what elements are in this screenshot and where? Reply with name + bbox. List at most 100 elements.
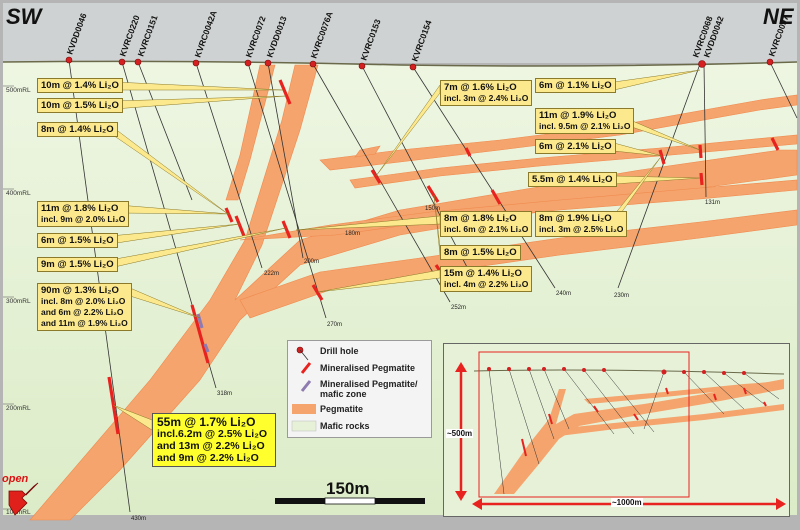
legend-drill-hole-symbol [296,346,309,361]
intercept-box-9: 6m @ 1.1% Li₂O [535,78,616,93]
depth-222: 222m [264,271,279,277]
inset-overview: ~500m ~1000m [443,343,790,517]
drill-trace-h7 [312,63,451,303]
drill-trace-h5 [247,62,327,319]
drill-trace-h4 [195,62,263,269]
intercept-box-4-line2: incl. 9m @ 2.0% Li₂O [41,214,126,224]
depth-240: 240m [556,291,571,297]
intercept-box-5-line1: 6m @ 1.5% Li₂O [41,235,114,246]
inset-surface [473,369,785,375]
inset-section-frame [478,351,690,498]
legend-mafic-zone-label: Mineralised Pegmatite/ mafic zone [320,379,418,399]
drill-collars [65,56,774,71]
sky [3,3,797,63]
intercept-box-15-line1: 15m @ 1.4% Li₂O [444,268,522,279]
intercept-box-13-line1: 8m @ 1.8% Li₂O [444,213,517,224]
pegmatite-upper-branch [319,94,798,171]
open-arrow [8,482,39,516]
depth-131: 131m [705,200,720,206]
direction-sw: SW [6,4,42,29]
highlight-line2: incl.6.2m @ 2.5% Li₂O [157,428,268,440]
inset-height-label: ~500m [446,429,474,438]
intercept-box-3: 8m @ 1.4% Li₂O [37,122,118,137]
intercept-box-16-line1: 8m @ 1.9% Li₂O [539,213,612,224]
intercept-box-7-line4: and 11m @ 1.9% Li₂O [41,318,128,328]
depth-150: 150m [425,206,440,212]
intercept-box-8-line1: 7m @ 1.6% Li₂O [444,82,517,93]
intercept-box-2: 10m @ 1.5% Li₂O [37,98,123,113]
intercept-box-10-line1: 11m @ 1.9% Li₂O [539,110,617,121]
legend-drill-hole-label: Drill hole [320,346,359,356]
intercept-box-14: 8m @ 1.5% Li₂O [440,245,521,260]
inset-drill-traces [488,368,780,495]
intercept-box-5: 6m @ 1.5% Li₂O [37,233,118,248]
intercept-box-1: 10m @ 1.4% Li₂O [37,78,123,93]
intercept-box-6-line1: 9m @ 1.5% Li₂O [41,259,114,270]
intercept-box-12-line1: 5.5m @ 1.4% Li₂O [532,174,613,185]
highlight-line3: and 13m @ 2.2% Li₂O [157,440,265,452]
rl-axis: 500mRL 400mRL 300mRL 200mRL 100mRL [3,85,31,516]
intercept-box-16-line2: incl. 3m @ 2.5% Li₂O [539,224,624,234]
intercept-box-8: 7m @ 1.6% Li₂O incl. 3m @ 2.4% Li₂O [440,80,533,106]
legend-mafic-zone-symbol [300,380,312,392]
legend-mineralised-label: Mineralised Pegmatite [320,363,416,373]
inset-pegmatite [494,379,784,494]
intercept-box-9-line1: 6m @ 1.1% Li₂O [539,80,612,91]
pegmatite-near-surface [225,64,276,201]
depth-labels: 430m 318m 270m 222m 200m 180m 150m 252m … [131,200,720,522]
depth-200: 200m [304,259,319,265]
rl-400: 400mRL [6,190,31,197]
mafic-zone-intercepts [196,313,210,353]
intercept-box-13: 8m @ 1.8% Li₂O incl. 6m @ 2.1% Li₂O [440,211,533,237]
intercept-box-7-line1: 90m @ 1.3% Li₂O [41,285,119,296]
open-label: open [2,473,29,485]
highlight-line4: and 9m @ 2.2% Li₂O [157,452,259,464]
inset-ground [474,370,784,516]
rl-300: 300mRL [6,298,31,305]
scale-bar [275,497,425,505]
intercept-box-15: 15m @ 1.4% Li₂O incl. 4m @ 2.2% Li₂O [440,266,533,292]
drill-trace-h12 [769,61,798,119]
intercept-box-15-line2: incl. 4m @ 2.2% Li₂O [444,279,529,289]
depth-270: 270m [327,322,342,328]
depth-430: 430m [131,516,146,522]
depth-180: 180m [345,231,360,237]
highlight-intercept-box: 55m @ 1.7% Li₂O incl.6.2m @ 2.5% Li₂O an… [152,413,276,467]
rl-100: 100mRL [6,509,31,516]
highlight-line1: 55m @ 1.7% Li₂O [157,415,256,429]
intercept-box-4-line1: 11m @ 1.8% Li₂O [41,203,119,214]
rl-200: 200mRL [6,405,31,412]
intercept-box-7: 90m @ 1.3% Li₂O incl. 8m @ 2.0% Li₂O and 6… [37,283,132,331]
drill-trace-h6 [267,62,304,259]
intercept-box-12: 5.5m @ 1.4% Li₂O [528,172,617,187]
drill-trace-h9 [412,66,556,289]
intercept-box-8-line2: incl. 3m @ 2.4% Li₂O [444,93,529,103]
legend-pegmatite-swatch [292,404,316,414]
drill-trace-h10 [617,63,701,289]
inset-width-label: ~1000m [611,498,643,507]
legend-mafic-label: Mafic rocks [320,421,370,431]
pegmatite-lens [354,145,381,158]
drill-trace-h11 [703,63,707,198]
depth-252: 252m [451,305,466,311]
leader-lines [109,69,701,431]
legend: Drill hole Mineralised Pegmatite Mineral… [287,340,432,438]
legend-mineralised-symbol [300,362,312,374]
intercept-box-7-line2: incl. 8m @ 2.0% Li₂O [41,296,126,306]
intercept-box-16: 8m @ 1.9% Li₂O incl. 3m @ 2.5% Li₂O [535,211,628,237]
inset-collars [487,367,746,375]
scale-label: 150m [326,479,370,498]
intercept-box-6: 9m @ 1.5% Li₂O [37,257,118,272]
intercept-box-14-line1: 8m @ 1.5% Li₂O [444,247,517,258]
intercept-box-4: 11m @ 1.8% Li₂O incl. 9m @ 2.0% Li₂O [37,201,130,227]
intercept-box-11-line1: 6m @ 2.1% Li₂O [539,141,612,152]
legend-mafic-swatch [291,420,317,432]
intercept-box-7-line3: and 6m @ 2.2% Li₂O [41,307,124,317]
rl-500: 500mRL [6,87,31,94]
intercept-box-10: 11m @ 1.9% Li₂O incl. 9.5m @ 2.1% Li₂O [535,108,635,134]
legend-symbols [291,346,317,432]
legend-pegmatite-label: Pegmatite [320,404,364,414]
pegmatite-upper-branch-2 [349,134,798,189]
intercept-box-3-line1: 8m @ 1.4% Li₂O [41,124,114,135]
